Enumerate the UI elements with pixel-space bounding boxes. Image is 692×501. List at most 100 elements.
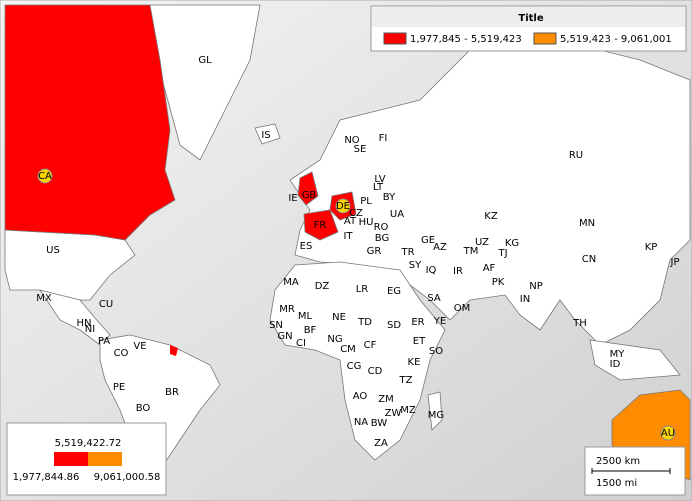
country-label: MA: [283, 277, 299, 288]
country-label: KZ: [484, 211, 498, 222]
country-label: DE: [336, 201, 350, 212]
country-label: UA: [390, 209, 404, 220]
country-label: SO: [429, 346, 443, 357]
country-label: CD: [368, 366, 383, 377]
country-label: CG: [347, 361, 362, 372]
scale-mi: 1500 mi: [596, 478, 637, 489]
scale-line: [591, 468, 671, 474]
scale-max-label: 9,061,000.58: [94, 472, 161, 483]
country-label: MY: [610, 349, 626, 360]
country-label: AO: [353, 391, 368, 402]
shaded-region: [170, 345, 178, 356]
country-label: ZM: [378, 394, 393, 405]
country-label: KE: [408, 357, 421, 368]
country-label: ML: [298, 311, 313, 322]
country-label: GR: [367, 246, 382, 257]
country-label: BG: [375, 233, 389, 244]
country-label: GB: [302, 190, 317, 201]
country-label: SD: [387, 320, 401, 331]
legend-label: 5,519,423 - 9,061,001: [560, 34, 672, 45]
country-label: CN: [582, 254, 596, 265]
country-label: HU: [359, 217, 374, 228]
country-label: IR: [453, 266, 463, 277]
label-marker: [335, 198, 351, 214]
country-label: MX: [36, 293, 52, 304]
shaded-region: [297, 171, 319, 206]
shaded-region: [4, 4, 176, 241]
country-label: AF: [483, 263, 496, 274]
country-label: PL: [360, 196, 372, 207]
country-label: PE: [113, 382, 125, 393]
country-label: CU: [99, 299, 113, 310]
country-label: AZ: [433, 242, 447, 253]
country-label: FR: [314, 220, 327, 231]
country-label: GN: [277, 331, 292, 342]
country-label: ET: [413, 336, 426, 347]
country-label: IS: [261, 130, 270, 141]
country-label: MN: [579, 218, 595, 229]
country-label: BW: [371, 418, 388, 429]
country-label: CI: [296, 338, 306, 349]
country-label: NI: [85, 324, 95, 335]
country-label: BY: [383, 192, 396, 203]
country-label: ID: [610, 359, 621, 370]
country-label: MZ: [400, 405, 416, 416]
country-label: AU: [661, 428, 675, 439]
legend: Title 1,977,845 - 5,519,423 5,519,423 - …: [370, 5, 687, 52]
country-label: KP: [645, 242, 658, 253]
country-label: RO: [374, 222, 389, 233]
legend-header: [372, 7, 685, 27]
country-label: MR: [279, 304, 295, 315]
country-label: ES: [300, 241, 313, 252]
country-label: PA: [98, 336, 110, 347]
country-label: PK: [492, 277, 505, 288]
legend-swatch: [533, 32, 557, 45]
country-label: SY: [409, 260, 422, 271]
label-marker: [37, 168, 53, 184]
country-label: GE: [421, 235, 435, 246]
country-label: LV: [374, 174, 385, 185]
country-label: US: [46, 245, 60, 256]
label-marker: [660, 425, 676, 441]
country-label: ER: [411, 317, 424, 328]
land: [4, 4, 691, 496]
country-label: TM: [463, 246, 479, 257]
country-label: IE: [288, 193, 297, 204]
country-label: HN: [77, 318, 92, 329]
scale-km: 2500 km: [596, 456, 640, 467]
country-label: TJ: [497, 248, 507, 259]
scale-bar: [54, 452, 88, 466]
country-label: NA: [354, 417, 368, 428]
scale-mid-label: 5,519,422.72: [55, 438, 122, 449]
country-label: SN: [269, 320, 283, 331]
country-label: LT: [373, 182, 384, 193]
country-label: OM: [454, 303, 471, 314]
country-label: FI: [379, 133, 388, 144]
legend-label: 1,977,845 - 5,519,423: [410, 34, 522, 45]
country-label: CZ: [349, 208, 363, 219]
country-label: ZW: [385, 408, 402, 419]
country-label: IQ: [426, 265, 437, 276]
country-label: SA: [427, 293, 441, 304]
country-label: NO: [344, 135, 359, 146]
country-label: GL: [198, 55, 212, 66]
country-label: BO: [136, 403, 151, 414]
country-label: CA: [38, 171, 52, 182]
country-label: NG: [327, 334, 342, 345]
country-label: DZ: [315, 281, 330, 292]
country-label: TZ: [399, 375, 413, 386]
country-label: SE: [354, 144, 367, 155]
country-label: BR: [165, 387, 179, 398]
country-label: LR: [356, 284, 369, 295]
country-label: CM: [340, 344, 356, 355]
legend-swatch: [383, 32, 407, 45]
country-label: JP: [670, 257, 680, 268]
country-label: YE: [433, 316, 446, 327]
country-label: NP: [529, 281, 543, 292]
country-label: KG: [505, 238, 519, 249]
country-label: UZ: [475, 237, 489, 248]
color-scale: 5,519,422.72 1,977,844.86 9,061,000.58: [6, 422, 167, 496]
country-label: TR: [400, 247, 414, 258]
